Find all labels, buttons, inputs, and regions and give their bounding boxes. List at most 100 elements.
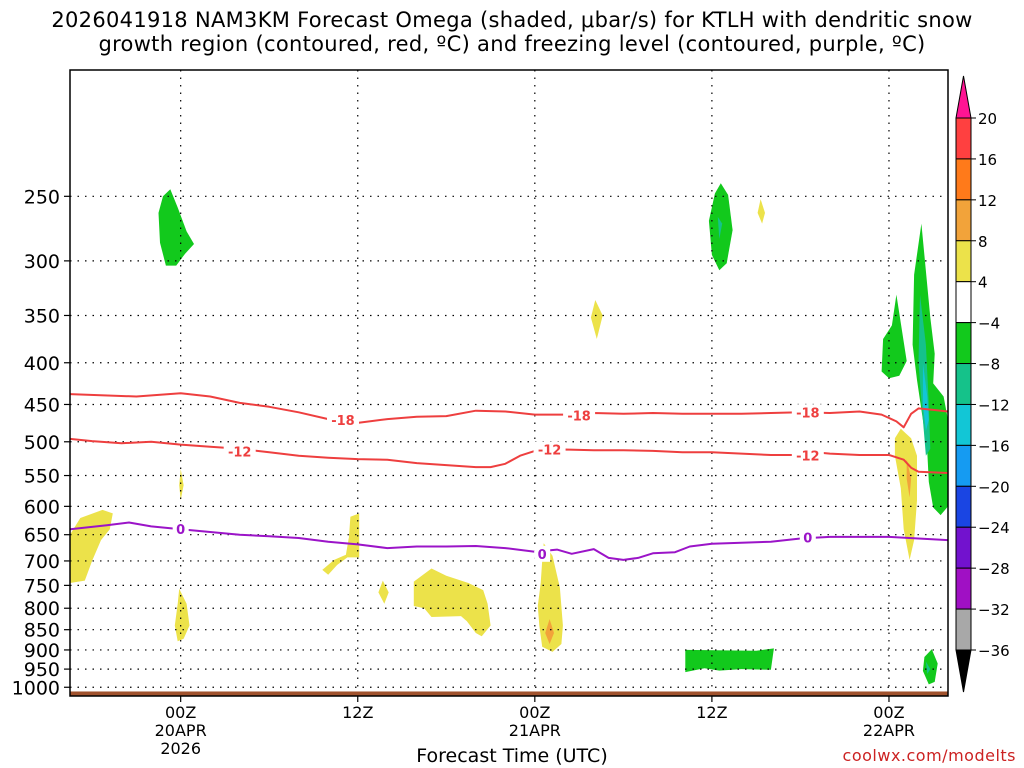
colorbar-swatch: [955, 363, 972, 405]
x-tick-label: 00Z: [165, 703, 196, 722]
omega-yellow-21apr: [537, 543, 563, 652]
y-tick-label: 500: [24, 432, 60, 454]
contour-label-bg: [799, 529, 816, 546]
y-tick-label: 600: [24, 496, 60, 518]
y-tick-label: 800: [24, 598, 60, 620]
contour-label: -12: [796, 450, 820, 465]
omega-yellow-top-speck: [757, 199, 765, 224]
terrain-layer: [70, 691, 948, 696]
x-tick-label: 12Z: [696, 703, 727, 722]
colorbar-swatch: [955, 526, 972, 569]
contour-label: -12: [228, 446, 252, 461]
omega-teal-bottom-right: [925, 661, 931, 674]
colorbar-top-arrow: [955, 75, 972, 119]
omega-yellow-right-mid: [894, 428, 917, 560]
omega-yellow-left-edge: [70, 509, 113, 583]
colorbar-swatch: [955, 281, 972, 324]
colorbar-swatch: [955, 608, 972, 651]
colorbar-label: −24: [978, 519, 1010, 537]
x-tick-label: 12Z: [342, 703, 373, 722]
contour-0: [70, 521, 948, 561]
x-tick-label: 00Z: [519, 703, 550, 722]
y-tick-label: 650: [24, 525, 60, 547]
colorbar-label: −16: [978, 437, 1010, 455]
y-tick-label: 450: [24, 394, 60, 416]
colorbar-label: 16: [978, 151, 997, 169]
colorbar-swatch: [955, 199, 972, 242]
colorbar-label: −36: [978, 642, 1010, 660]
colorbar-swatch: [955, 117, 972, 160]
y-tick-label: 700: [24, 551, 60, 573]
chart-title-line-2: growth region (contoured, red, ºC) and f…: [98, 32, 926, 56]
colorbar-label: 4: [978, 274, 988, 292]
contour-label: -18: [331, 414, 355, 429]
gridlines: [70, 70, 948, 696]
colorbar-swatch: [955, 444, 972, 487]
colorbar: 20 16 12 8 4 −4 −8 −12 −16 −20 −24 −28 −32 −36: [955, 75, 1010, 693]
omega-green-bottom-right: [922, 649, 938, 685]
contour-label-bg: [534, 545, 551, 562]
y-tick-label: 950: [24, 659, 60, 681]
omega-shading-layer: [70, 183, 948, 685]
omega-yellow-12z-speck: [378, 580, 389, 604]
y-tick-label: 850: [24, 620, 60, 642]
x-tick-label: 22APR: [863, 721, 915, 740]
colorbar-label: 12: [978, 192, 997, 210]
x-axis-title: Forecast Time (UTC): [416, 745, 608, 767]
y-tick-label: 750: [24, 575, 60, 597]
y-tick-label: 1000: [12, 677, 60, 699]
y-tick-label: 900: [24, 640, 60, 662]
contour-label-bg: [791, 404, 824, 421]
contour-label-bg: [223, 443, 256, 460]
colorbar-bottom-arrow: [955, 649, 972, 693]
omega-orange-21apr: [545, 619, 554, 644]
contour-label: -18: [796, 406, 820, 421]
contour-label: -18: [567, 409, 591, 424]
x-tick-label: 20APR: [155, 721, 207, 740]
colorbar-swatch: [955, 403, 972, 446]
colorbar-swatch: [955, 240, 972, 283]
omega-green-410: [881, 294, 907, 379]
contour-label-bg: [533, 441, 566, 458]
chart-title-line-1: 2026041918 NAM3KM Forecast Omega (shaded…: [51, 8, 973, 32]
contour-label: 0: [538, 548, 547, 563]
y-tick-label: 550: [24, 466, 60, 488]
contour-label-bg: [563, 407, 596, 424]
colorbar-label: −32: [978, 601, 1010, 619]
omega-yellow-12z-mid: [322, 513, 360, 575]
omega-cyan-tall-right: [922, 362, 929, 431]
pressure-axis: 2503003504004505005506006507007508008509…: [12, 186, 70, 699]
omega-yellow-350: [590, 300, 603, 339]
colorbar-label: −20: [978, 478, 1010, 496]
contour-label: 0: [176, 523, 185, 538]
omega-green-upper-left: [158, 189, 194, 266]
colorbar-label: 20: [978, 110, 997, 128]
plot-frame: [69, 69, 949, 697]
x-tick-label: 21APR: [509, 721, 561, 740]
colorbar-swatch: [955, 567, 972, 610]
credit-link[interactable]: coolwx.com/modelts: [842, 746, 1016, 765]
y-tick-label: 300: [24, 251, 60, 273]
omega-yellow-20apr-low: [174, 588, 190, 642]
colorbar-label: −28: [978, 560, 1010, 578]
colorbar-label: 8: [978, 233, 988, 251]
y-tick-label: 350: [24, 305, 60, 327]
omega-green-tall-right: [912, 223, 948, 516]
colorbar-swatch: [955, 158, 972, 201]
contour-label-bg: [791, 447, 824, 464]
x-tick-label: 2026: [160, 739, 201, 758]
omega-yellow-20apr-speck: [179, 469, 184, 501]
omega-yellow-blob-800: [413, 568, 491, 637]
omega-teal-upper-right: [717, 216, 723, 239]
contour-label: -12: [538, 443, 562, 458]
below-ground: [70, 691, 948, 696]
colorbar-label: −12: [978, 396, 1010, 414]
colorbar-swatch: [955, 322, 972, 365]
contour-layer: -18 -18 -18 -12 -12 -12 0 0 0: [70, 392, 948, 563]
contour-label-bg: [172, 521, 189, 538]
colorbar-label: −8: [978, 356, 1000, 374]
colorbar-label: −4: [978, 315, 1000, 333]
contour-label-bg: [326, 411, 359, 428]
